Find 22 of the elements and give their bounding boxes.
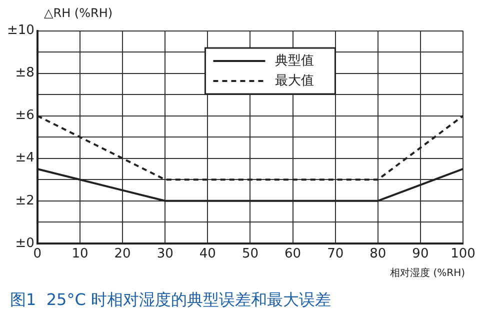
y-tick-label: ±4 — [15, 150, 34, 166]
y-tick-label: ±0 — [15, 236, 34, 251]
x-tick-label: 70 — [327, 246, 344, 262]
y-tick-label: ±8 — [15, 66, 34, 81]
y-tick-label: ±2 — [15, 193, 34, 208]
x-tick-label: 80 — [370, 246, 386, 262]
x-tick-label: 90 — [412, 246, 429, 262]
legend-label: 典型值 — [275, 53, 314, 68]
x-tick-label: 0 — [33, 246, 42, 262]
text: 图1 25°C 时相对湿度的典型误差和最大误差 — [10, 290, 331, 311]
x-tick-label: 10 — [72, 246, 88, 262]
x-tick-label: 30 — [156, 246, 174, 262]
x-tick-label: 40 — [199, 246, 216, 262]
x-tick-label: 20 — [114, 246, 131, 262]
y-axis-title: △RH (%RH) — [44, 6, 113, 20]
x-axis-title: 相对湿度 (%RH) — [390, 266, 465, 280]
y-tick-label: ±6 — [15, 108, 34, 124]
y-tick-label: ±10 — [6, 23, 34, 38]
x-tick-label: 100 — [450, 246, 476, 262]
legend-label: 最大值 — [275, 73, 314, 88]
x-tick-label: 50 — [242, 246, 258, 262]
x-tick-label: 60 — [284, 246, 302, 262]
